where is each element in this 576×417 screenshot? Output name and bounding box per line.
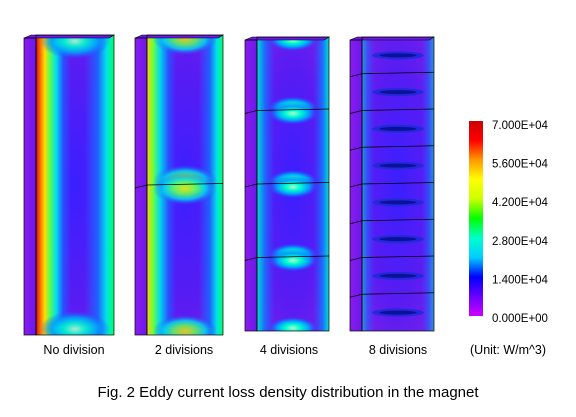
colorbar-tick-label: 1.400E+04 [492, 274, 549, 286]
division-seam [349, 71, 435, 78]
colorbar-tick-label: 5.600E+04 [492, 159, 549, 171]
colorbar-ticks: 7.000E+04 5.600E+04 4.200E+04 2.800E+04 1.40… [492, 120, 549, 325]
magnet-top-face [349, 36, 436, 41]
magnet-panel-2 [244, 36, 331, 332]
magnet-front-face [36, 35, 114, 335]
colorbar-tick-label: 2.800E+04 [492, 236, 549, 248]
division-seam [244, 182, 330, 188]
magnet-panels [23, 34, 436, 336]
division-seam [244, 255, 330, 261]
colorbar-tick-label: 7.000E+04 [492, 120, 549, 132]
magnet-front-face [147, 35, 223, 335]
division-seam [349, 255, 435, 261]
magnet-panel-1 [134, 34, 225, 336]
magnet-side-face [24, 38, 36, 335]
division-seam [349, 218, 435, 225]
panel-label-3: 8 divisions [369, 343, 427, 357]
unit-label: (Unit: W/m^3) [470, 343, 546, 357]
division-seam [349, 108, 435, 114]
division-seam [349, 182, 435, 188]
magnet-panel-0 [23, 34, 116, 336]
division-seam [349, 145, 435, 151]
magnet-top-face [244, 36, 331, 41]
colorbar: 7.000E+04 5.600E+04 4.200E+04 2.800E+04 1.40… [469, 120, 549, 357]
magnet-top-face [23, 34, 116, 39]
colorbar-tick-label: 4.200E+04 [492, 197, 549, 209]
colorbar-scale [469, 121, 483, 316]
panel-label-2: 4 divisions [260, 343, 318, 357]
magnet-front-face [362, 37, 434, 331]
panel-label-0: No division [43, 343, 104, 357]
colorbar-tick-label: 0.000E+00 [492, 313, 548, 325]
figure-caption: Fig. 2 Eddy current loss density distrib… [97, 384, 479, 401]
division-seam [134, 183, 224, 189]
division-seam [244, 108, 330, 114]
panel-labels: No division 2 divisions 4 divisions 8 di… [43, 343, 427, 357]
magnet-top-face [134, 34, 225, 39]
panel-label-1: 2 divisions [155, 343, 213, 357]
magnet-outline [35, 34, 115, 336]
magnet-panel-3 [349, 36, 436, 332]
division-seam [349, 292, 435, 298]
